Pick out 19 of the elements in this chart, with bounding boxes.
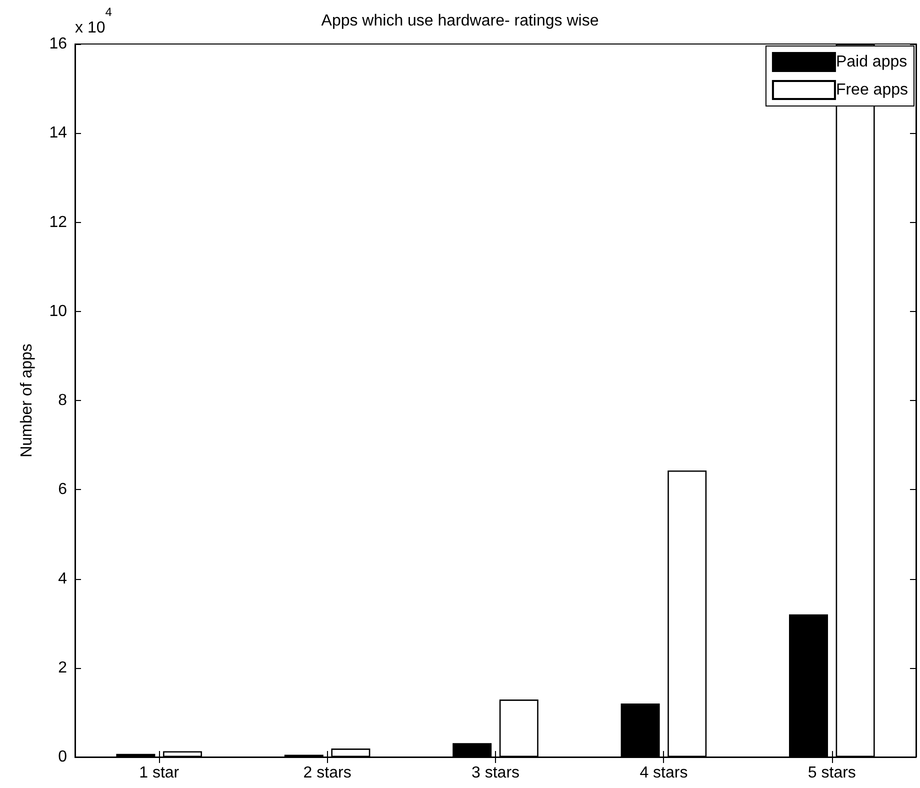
x-tick-label: 5 stars	[808, 764, 856, 782]
y-tick-label: 12	[49, 214, 68, 231]
y-tick-label: 4	[58, 570, 68, 588]
y-tick-label: 0	[58, 748, 68, 766]
chart-title: Apps which use hardware- ratings wise	[321, 12, 599, 30]
x-tick-label: 4 stars	[640, 764, 688, 782]
y-tick-label: 10	[49, 302, 68, 320]
x-tick-label: 1 star	[139, 764, 180, 782]
legend-label: Paid apps	[836, 54, 908, 70]
y-tick-label: 16	[49, 36, 68, 52]
y-tick-label: 8	[58, 392, 68, 409]
text: x 104	[75, 5, 112, 36]
legend-label: Free apps	[836, 82, 908, 98]
y-tick-label: 2	[58, 659, 68, 676]
y-tick-label: 14	[49, 124, 68, 142]
y-tick-label: 6	[58, 481, 68, 498]
x-tick-label: 2 stars	[303, 764, 352, 782]
y-axis-title: Number of apps	[18, 344, 36, 458]
x-tick-label: 3 stars	[471, 764, 520, 782]
